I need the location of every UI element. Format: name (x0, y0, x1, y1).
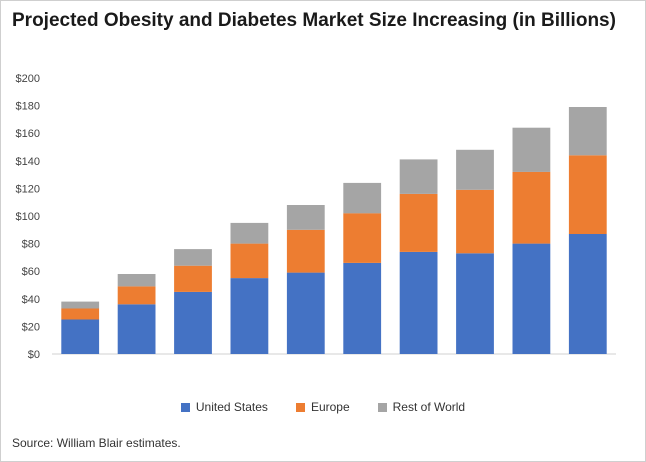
y-tick-label: $80 (22, 239, 40, 251)
legend-label-europe: Europe (310, 400, 350, 414)
bar-segment-united-states (61, 319, 100, 354)
bar-segment-rest-of-world (174, 249, 212, 266)
bar-segment-united-states (343, 262, 382, 354)
y-tick-label: $180 (16, 101, 40, 113)
y-tick-label: $0 (28, 349, 40, 361)
bar-segment-rest-of-world (286, 205, 325, 230)
bar-segment-united-states (286, 272, 325, 354)
bar-segment-united-states (568, 233, 607, 354)
bar-segment-europe (230, 243, 269, 279)
bar-segment-europe (174, 265, 212, 292)
bar-segment-united-states (399, 251, 438, 354)
chart-plot: $0 $20 $40 $60 $80 $100 $120 $140 $160 $180 $200 (16, 73, 616, 361)
bar-segment-united-states (117, 304, 156, 354)
bar-segment-europe (61, 308, 100, 320)
bar-segment-europe (568, 155, 607, 234)
bar-segment-europe (399, 193, 438, 252)
bar-segment-united-states (456, 253, 494, 354)
y-tick-label: $40 (22, 294, 40, 306)
bar-segment-rest-of-world (230, 222, 269, 244)
chart-legend: United States Europe Rest of World (0, 400, 646, 414)
source-note: Source: William Blair estimates. (12, 436, 181, 450)
bar-segment-united-states (174, 291, 212, 354)
legend-item-europe: Europe (295, 400, 350, 414)
chart-title: Projected Obesity and Diabetes Market Si… (12, 10, 616, 31)
bar-segment-rest-of-world (512, 127, 551, 172)
y-tick-label: $200 (16, 73, 40, 85)
bar-segment-rest-of-world (456, 149, 494, 190)
bar-segment-rest-of-world (117, 274, 156, 287)
bar-segment-europe (512, 171, 551, 244)
bar-segment-europe (456, 189, 494, 254)
legend-swatch-europe (295, 402, 305, 412)
legend-label-us: United States (195, 400, 268, 414)
bar-segment-united-states (230, 278, 269, 354)
legend-item-rest-of-world: Rest of World (377, 400, 466, 414)
bar-segment-europe (286, 229, 325, 273)
y-tick-label: $140 (16, 156, 40, 168)
y-tick-label: $120 (16, 183, 40, 195)
legend-item-us: United States (180, 400, 268, 414)
legend-swatch-us (180, 402, 190, 412)
y-tick-label: $60 (22, 266, 40, 278)
y-tick-label: $160 (16, 128, 40, 140)
bar-segment-rest-of-world (399, 159, 438, 194)
bar-segment-rest-of-world (343, 182, 382, 214)
bar-segment-rest-of-world (61, 301, 100, 309)
y-tick-label: $100 (16, 211, 40, 223)
legend-label-rest-of-world: Rest of World (392, 400, 466, 414)
y-tick-label: $20 (22, 321, 40, 333)
bar-segment-united-states (512, 243, 551, 354)
bar-segment-europe (343, 213, 382, 263)
bar-segment-europe (117, 286, 156, 305)
legend-swatch-rest-of-world (377, 402, 387, 412)
bar-segment-rest-of-world (568, 107, 607, 156)
